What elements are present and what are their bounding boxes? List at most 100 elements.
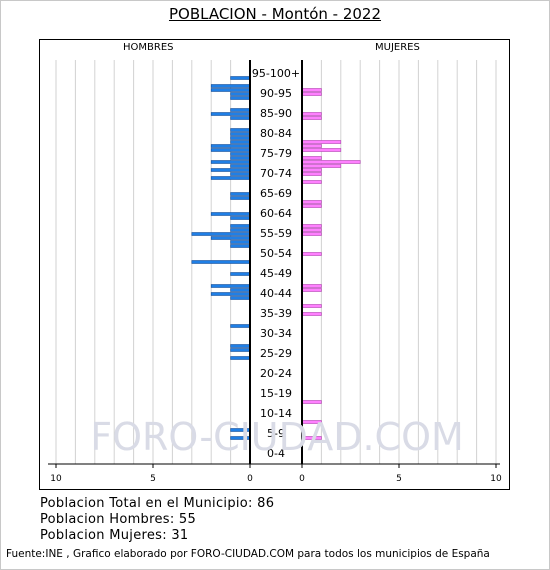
age-group-label: 90-95 xyxy=(260,87,292,100)
bar-men xyxy=(230,128,251,132)
bar-women xyxy=(301,284,322,288)
x-tick-label: 0 xyxy=(247,474,253,484)
chart-frame xyxy=(39,39,510,490)
bar-women xyxy=(301,140,342,144)
x-tick-label: 0 xyxy=(299,474,305,484)
gridlines xyxy=(55,60,497,464)
age-group-label: 55-59 xyxy=(260,227,292,240)
age-group-label: 0-4 xyxy=(267,447,285,460)
bar-men xyxy=(210,88,251,92)
bar-men xyxy=(230,156,251,160)
bar-men xyxy=(230,244,251,248)
bar-men xyxy=(210,292,251,296)
bar-men xyxy=(230,228,251,232)
bar-men xyxy=(210,236,251,240)
bar-men xyxy=(210,168,251,172)
bar-men xyxy=(230,136,251,140)
bar-men xyxy=(230,76,251,80)
bar-men xyxy=(210,144,251,148)
age-group-label: 5-9 xyxy=(267,427,285,440)
bar-men xyxy=(230,152,251,156)
bar-men xyxy=(230,108,251,112)
bar-men xyxy=(230,348,251,352)
women-label: MUJERES xyxy=(375,42,420,53)
age-group-label: 95-100+ xyxy=(252,67,300,80)
age-group-label: 40-44 xyxy=(260,287,292,300)
age-group-label: 80-84 xyxy=(260,127,292,140)
labels: 95-100+ 90-95 85-90 80-84 75-79 70-74 65-69 60-… xyxy=(50,67,502,484)
bar-men xyxy=(230,224,251,228)
bar-women xyxy=(301,92,322,96)
age-group-label: 10-14 xyxy=(260,407,292,420)
age-group-label: 50-54 xyxy=(260,247,292,260)
chart-title: POBLACION - Montón - 2022 xyxy=(168,5,382,23)
bar-women xyxy=(301,232,322,236)
bar-women xyxy=(301,160,361,164)
men-population: Poblacion Hombres: 55 xyxy=(40,512,197,527)
bar-men xyxy=(210,284,251,288)
age-group-label: 20-24 xyxy=(260,367,292,380)
total-population: Poblacion Total en el Municipio: 86 xyxy=(40,496,275,511)
age-group-label: 70-74 xyxy=(260,167,292,180)
bar-men xyxy=(230,132,251,136)
bar-women xyxy=(301,164,342,168)
age-group-label: 65-69 xyxy=(260,187,292,200)
bar-women xyxy=(301,224,322,228)
bar-men xyxy=(191,232,251,236)
bar-women xyxy=(301,312,322,316)
bar-men xyxy=(230,344,251,348)
bar-men xyxy=(210,176,251,180)
bar-women xyxy=(301,400,322,404)
bar-men xyxy=(210,160,251,164)
bar-women xyxy=(301,180,322,184)
age-group-label: 30-34 xyxy=(260,327,292,340)
bar-women xyxy=(301,148,342,152)
bar-women xyxy=(301,200,322,204)
bar-men xyxy=(230,92,251,96)
bar-men xyxy=(230,196,251,200)
bar-men xyxy=(230,296,251,300)
x-tick-label: 10 xyxy=(490,474,502,484)
age-group-label: 45-49 xyxy=(260,267,292,280)
bar-men xyxy=(230,324,251,328)
bar-men xyxy=(230,216,251,220)
bar-men xyxy=(230,172,251,176)
bar-men xyxy=(210,84,251,88)
bar-women xyxy=(301,88,322,92)
bar-women xyxy=(301,156,322,160)
age-group-label: 60-64 xyxy=(260,207,292,220)
bar-men xyxy=(230,288,251,292)
bar-women xyxy=(301,252,322,256)
bar-men xyxy=(230,140,251,144)
bar-women xyxy=(301,172,322,176)
bar-men xyxy=(210,148,251,152)
axes xyxy=(48,60,500,468)
x-tick-label: 5 xyxy=(396,474,402,484)
men-label: HOMBRES xyxy=(123,42,174,53)
bar-women xyxy=(301,288,322,292)
source-note: Fuente:INE , Grafico elaborado por FORO-… xyxy=(6,548,490,560)
bar-men xyxy=(230,164,251,168)
watermark: FORO-CIUDAD.COM xyxy=(90,415,464,459)
bar-men xyxy=(230,116,251,120)
bar-men xyxy=(230,240,251,244)
bar-women xyxy=(301,228,322,232)
bar-women xyxy=(301,116,322,120)
bar-men xyxy=(230,96,251,100)
bar-women xyxy=(301,168,322,172)
bar-women xyxy=(301,204,322,208)
bar-men xyxy=(210,212,251,216)
bar-women xyxy=(301,144,322,148)
bar-men xyxy=(230,192,251,196)
age-group-label: 15-19 xyxy=(260,387,292,400)
age-group-label: 35-39 xyxy=(260,307,292,320)
age-group-label: 75-79 xyxy=(260,147,292,160)
bar-women xyxy=(301,112,322,116)
age-group-label: 25-29 xyxy=(260,347,292,360)
x-tick-label: 5 xyxy=(150,474,156,484)
bar-men xyxy=(230,356,251,360)
women-population: Poblacion Mujeres: 31 xyxy=(40,528,189,543)
bar-men xyxy=(230,272,251,276)
bar-women xyxy=(301,304,322,308)
